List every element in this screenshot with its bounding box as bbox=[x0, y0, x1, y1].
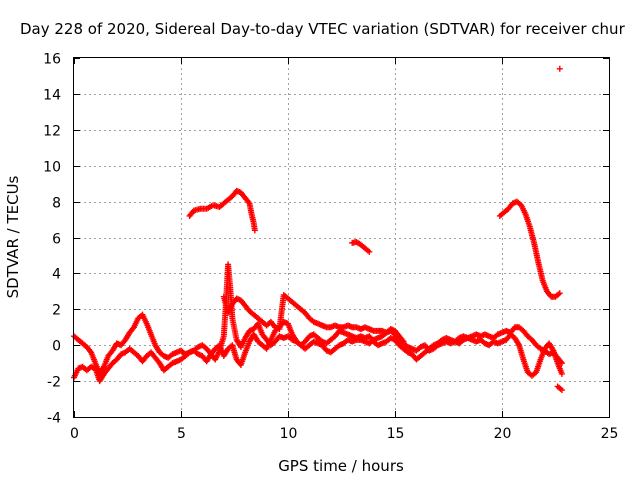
data-point bbox=[251, 227, 258, 234]
y-tick-label: 2 bbox=[52, 303, 61, 319]
y-tick-label: 0 bbox=[52, 339, 61, 355]
data-point bbox=[558, 370, 565, 377]
data-point bbox=[366, 248, 373, 255]
y-axis-label: SDTVAR / TECUs bbox=[4, 175, 22, 298]
y-tick-label: 4 bbox=[52, 267, 61, 283]
x-tick-label: 0 bbox=[70, 426, 79, 442]
y-tick-label: 8 bbox=[52, 196, 61, 212]
y-tick-label: 12 bbox=[43, 124, 61, 140]
plot-frame bbox=[73, 57, 610, 418]
y-tick-label: 16 bbox=[43, 52, 61, 68]
series-outlier bbox=[556, 65, 563, 72]
chart-title: Day 228 of 2020, Sidereal Day-to-day VTE… bbox=[20, 20, 626, 38]
data-marks bbox=[71, 65, 565, 394]
x-tick-label: 15 bbox=[387, 426, 405, 442]
x-tick-label: 25 bbox=[601, 426, 619, 442]
series-upper-track-morning bbox=[186, 187, 258, 234]
data-point bbox=[558, 387, 565, 394]
x-tick-label: 20 bbox=[494, 426, 512, 442]
x-tick-label: 10 bbox=[280, 426, 298, 442]
x-axis-label: GPS time / hours bbox=[278, 457, 404, 475]
y-tick-label: -4 bbox=[47, 411, 61, 427]
axis-ticks: 0 5 10 15 20 25 -4 -2 0 2 4 6 8 10 12 14 16 bbox=[43, 52, 618, 443]
series-tail-low bbox=[554, 383, 565, 394]
y-tick-label: 6 bbox=[52, 232, 61, 248]
data-point bbox=[400, 338, 407, 345]
y-tick-label: -2 bbox=[47, 375, 61, 391]
data-point bbox=[556, 65, 563, 72]
y-tick-label: 14 bbox=[43, 88, 61, 104]
series-main-track-b bbox=[71, 318, 565, 385]
data-point bbox=[556, 290, 563, 297]
series-main-track-c bbox=[220, 291, 407, 345]
grid bbox=[74, 58, 609, 417]
x-tick-label: 5 bbox=[177, 426, 186, 442]
series-upper-track-midday bbox=[349, 238, 373, 255]
y-tick-label: 10 bbox=[43, 160, 61, 176]
series-upper-track-evening bbox=[496, 198, 563, 300]
